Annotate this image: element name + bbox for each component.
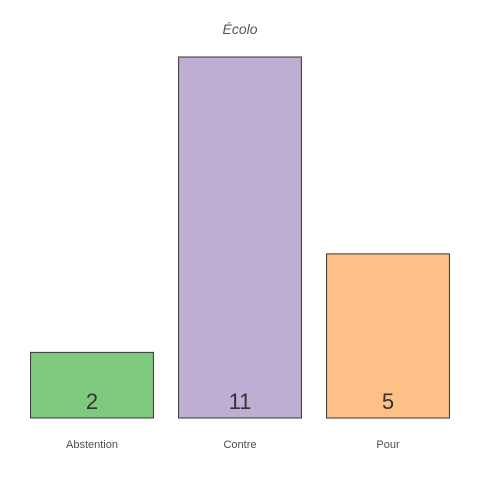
data-label-abstention: 2 <box>86 389 98 414</box>
data-label-contre: 11 <box>229 389 252 414</box>
chart-title: Écolo <box>222 21 257 37</box>
data-label-pour: 5 <box>382 389 394 414</box>
bar-pour <box>326 253 450 419</box>
x-tick-labels-group: Abstention Contre Pour <box>66 439 400 451</box>
bar-abstention <box>30 351 154 419</box>
x-tick-label-abstention: Abstention <box>66 439 118 451</box>
x-tick-label-pour: Pour <box>376 439 400 451</box>
bars-group <box>30 56 450 419</box>
x-tick-label-contre: Contre <box>223 439 256 451</box>
data-labels-group: 2 11 5 <box>86 389 394 414</box>
bar-contre <box>178 56 302 419</box>
